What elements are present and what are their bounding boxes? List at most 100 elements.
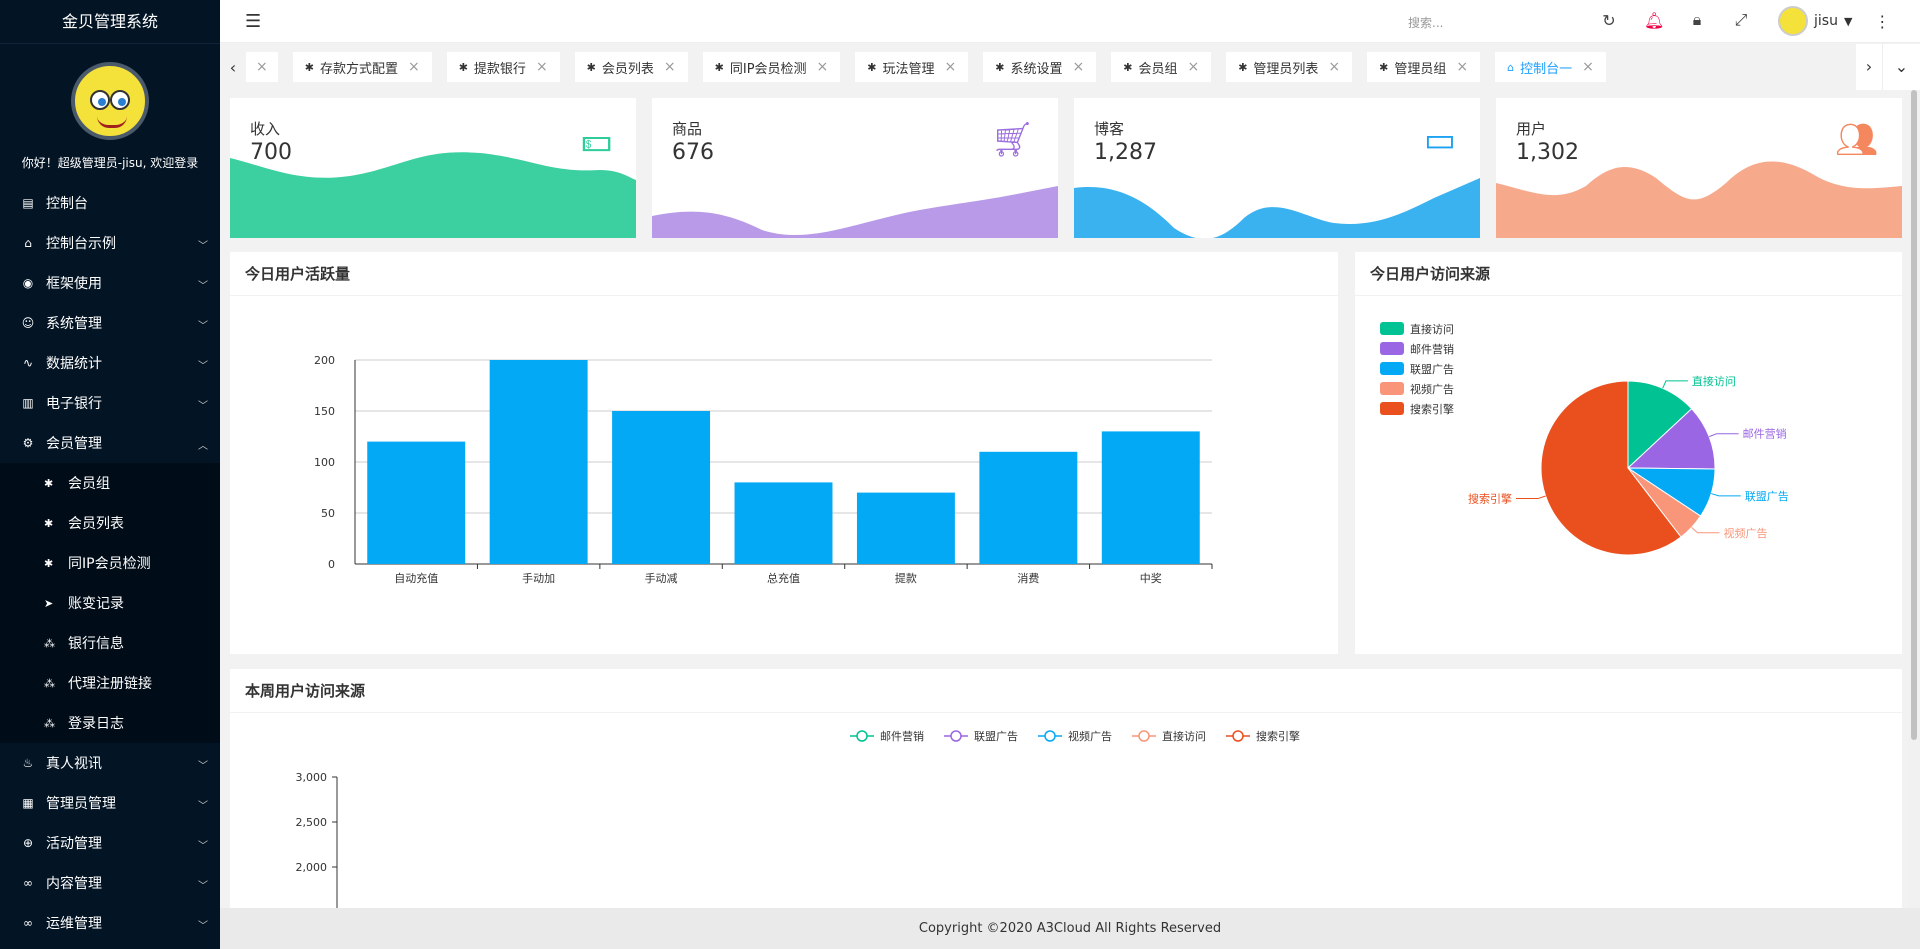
bar[interactable] [612,411,711,564]
close-icon[interactable]: × [535,59,548,75]
close-icon[interactable]: × [1187,59,1200,75]
legend-swatch[interactable] [1380,362,1404,375]
legend-item[interactable]: 视频广告 [1038,729,1112,743]
pie-slice[interactable] [1627,380,1693,470]
legend-label[interactable]: 视频广告 [1068,729,1112,743]
bar[interactable] [1101,431,1200,564]
more-icon[interactable]: ⋮ [1874,11,1891,31]
tab-0[interactable]: ✱ 存款方式配置 × [292,52,432,82]
close-icon[interactable]: × [1072,59,1085,75]
pie-label-line [1516,495,1546,500]
sidebar-subitem-1[interactable]: ✱ 会员列表 [0,503,220,543]
caret-down-icon[interactable]: ▼ [1843,14,1853,28]
sidebar-item-1[interactable]: ⌂ 控制台示例 ﹀ [0,223,220,263]
close-icon[interactable]: × [944,59,957,75]
pie-slice[interactable] [1540,380,1682,556]
tab-2[interactable]: ✱ 会员列表 × [574,52,688,82]
legend-label[interactable]: 直接访问 [1410,322,1454,336]
page-scrollbar[interactable] [1908,90,1920,908]
sidebar-item-3[interactable]: ∞ 内容管理 ﹀ [0,863,220,903]
refresh-icon[interactable]: ↻ [1602,10,1616,30]
sidebar-item-4[interactable]: ∞ 运维管理 ﹀ [0,903,220,943]
legend-label[interactable]: 视频广告 [1410,382,1454,396]
notification-icon[interactable]: 🔔︎ [1644,10,1665,30]
sidebar-item-0[interactable]: ▤ 控制台 [0,183,220,223]
legend-item[interactable]: 直接访问 [1132,729,1206,743]
tab-8[interactable]: ✱ 管理员组 × [1367,52,1481,82]
tab-prev-icon[interactable]: ‹ [229,57,237,77]
lock-icon[interactable]: 🔒︎ [1692,10,1702,29]
sidebar-subitem-6[interactable]: ⁂ 登录日志 [0,703,220,743]
pie-label-line [1708,433,1739,438]
bar[interactable] [856,492,955,564]
cubes-icon: ⁂ [44,716,55,730]
sidebar-subitem-3[interactable]: ➤ 账变记录 [0,583,220,623]
legend-label[interactable]: 搜索引擎 [1410,402,1454,416]
sidebar-item-0[interactable]: ♨ 真人视讯 ﹀ [0,743,220,783]
bar[interactable] [367,441,466,564]
tab-hidden[interactable]: × [246,52,278,82]
legend-item[interactable]: 邮件营销 [850,729,924,743]
bar[interactable] [979,451,1078,564]
sidebar-subitem-4[interactable]: ⁂ 银行信息 [0,623,220,663]
avatar[interactable] [71,62,149,140]
weekly-panel: 本周用户访问来源 邮件营销 联盟广告 视频广告 直接访问 搜索引擎 3,000 2,500 2… [230,669,1902,908]
tab-1[interactable]: ✱ 提款银行 × [446,52,560,82]
sidebar-item-label: 控制台 [46,196,88,212]
legend-item[interactable]: 搜索引擎 [1226,729,1300,743]
menu-toggle-icon[interactable]: ☰ [245,10,262,32]
chevron-down-icon: ﹀ [198,401,208,412]
legend-item[interactable]: 联盟广告 [944,730,1018,743]
tab-next-icon[interactable]: › [1865,57,1873,76]
legend-swatch[interactable] [1380,322,1404,335]
sidebar-item-3[interactable]: ☺ 系统管理 ﹀ [0,303,220,343]
tab-9[interactable]: ⌂ 控制台一 × [1495,52,1606,82]
tab-label: 系统设置 [1010,61,1063,77]
sidebar-item-1[interactable]: ▦ 管理员管理 ﹀ [0,783,220,823]
palm-icon: ✱ [458,60,468,74]
legend-swatch[interactable] [1380,342,1404,355]
user-name[interactable]: jisu [1814,13,1838,29]
user-avatar[interactable] [1778,6,1808,36]
sidebar-item-2[interactable]: ⊕ 活动管理 ﹀ [0,823,220,863]
close-icon[interactable]: × [816,59,829,75]
legend-label[interactable]: 邮件营销 [880,729,924,743]
data-label: 1330 [1555,907,1583,908]
sidebar-item-4[interactable]: ∿ 数据统计 ﹀ [0,343,220,383]
infinity-icon: ∞ [23,916,33,930]
sidebar-subitem-5[interactable]: ⁂ 代理注册链接 [0,663,220,703]
search-input[interactable]: 搜索... [1408,16,1444,30]
legend-label[interactable]: 直接访问 [1162,729,1206,743]
legend-label[interactable]: 搜索引擎 [1256,729,1300,743]
tab-6[interactable]: ✱ 会员组 × [1111,52,1212,82]
close-icon[interactable]: × [663,59,676,75]
stat-cards: 收入 700 💵︎ 商品 676 🛒︎ 博客 1,287 ▭ 用户 1,302 👥︎ [230,98,1902,238]
y-tick-label: 200 [314,354,335,367]
legend-swatch[interactable] [1380,382,1404,395]
legend-label[interactable]: 联盟广告 [1410,363,1454,376]
legend-label[interactable]: 邮件营销 [1410,342,1454,356]
sidebar-subitem-label: 会员列表 [68,516,124,532]
sidebar-item-5[interactable]: ▥ 电子银行 ﹀ [0,383,220,423]
tab-3[interactable]: ✱ 同IP会员检测 × [702,52,841,82]
close-icon[interactable]: × [1328,59,1341,75]
x-tick-label: 消费 [1017,571,1039,585]
bar[interactable] [489,360,588,564]
close-icon[interactable]: × [1456,59,1469,75]
bar[interactable] [734,482,833,564]
pie-slice[interactable] [1626,408,1716,470]
tab-7[interactable]: ✱ 管理员列表 × [1226,52,1353,82]
tab-5[interactable]: ✱ 系统设置 × [983,52,1097,82]
user-menu[interactable]: jisu ▼ ⋮ [1778,6,1890,36]
fullscreen-icon[interactable]: ⤢ [1734,10,1748,29]
tab-4[interactable]: ✱ 玩法管理 × [855,52,969,82]
legend-label[interactable]: 联盟广告 [974,730,1018,743]
sidebar-item-2[interactable]: ◉ 框架使用 ﹀ [0,263,220,303]
close-icon[interactable]: × [407,59,420,75]
close-icon[interactable]: × [1582,59,1594,75]
tab-menu-icon[interactable]: ⌄ [1882,44,1920,90]
legend-swatch[interactable] [1380,402,1404,415]
sidebar-subitem-0[interactable]: ✱ 会员组 [0,463,220,503]
sidebar-item-6[interactable]: ⚙ 会员管理 ︿ [0,423,220,463]
sidebar-subitem-2[interactable]: ✱ 同IP会员检测 [0,543,220,583]
